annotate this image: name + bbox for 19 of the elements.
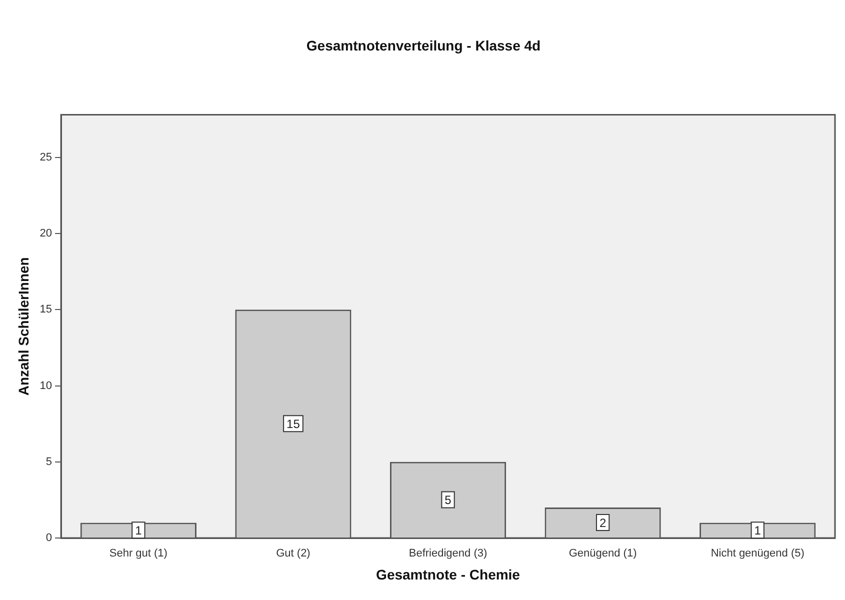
data-label: 15 [286,416,300,431]
data-label: 1 [754,523,762,538]
y-tick-label: 15 [40,304,52,316]
y-tick-label: 20 [40,228,52,240]
y-axis-title: Anzahl SchülerInnen [15,257,32,396]
data-label: 2 [599,516,606,530]
x-tick-label: Befriedigend (3) [408,548,488,560]
y-tick-label: 25 [40,151,52,164]
y-tick-label: 0 [46,532,52,544]
x-axis-title: Gesamtnote - Chemie [376,566,520,582]
y-tick-label: 5 [46,456,52,468]
x-tick-label: Nicht genügend (5) [710,548,804,560]
data-label: 1 [135,523,142,538]
chart-title: Gesamtnotenverteilung - Klasse 4d [306,37,541,54]
data-label: 5 [444,493,452,508]
x-tick-label: Sehr gut (1) [109,548,168,560]
y-tick-label: 10 [40,380,52,392]
x-tick-label: Genügend (1) [568,548,637,560]
x-tick-label: Gut (2) [276,548,310,560]
